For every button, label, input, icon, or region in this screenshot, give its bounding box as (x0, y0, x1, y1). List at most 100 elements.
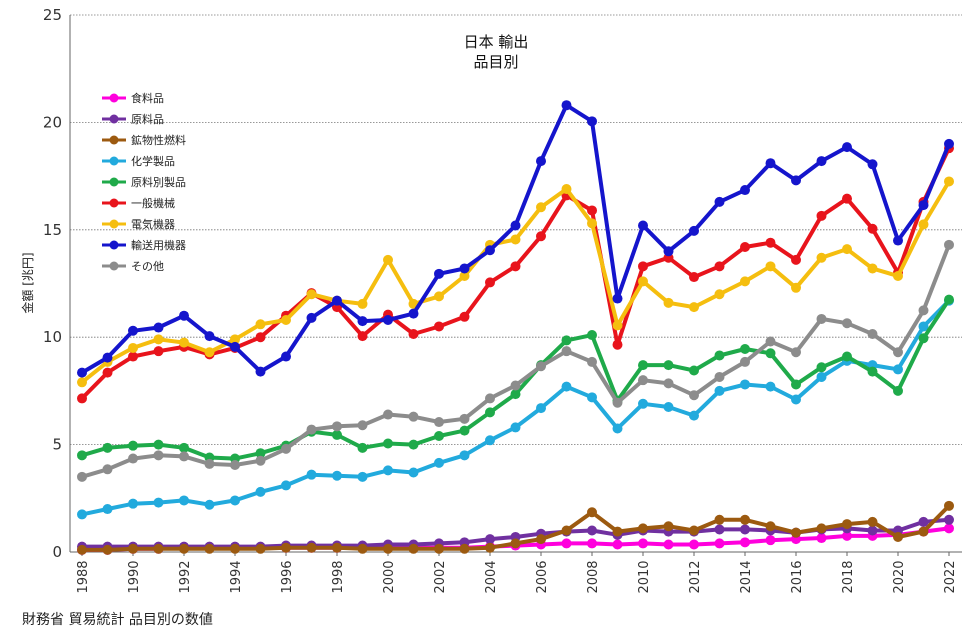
series-line (81, 244, 951, 479)
data-point (332, 542, 342, 553)
data-point (408, 308, 419, 319)
data-point (765, 521, 776, 532)
data-point (459, 450, 470, 461)
x-tick-label: 2014 (739, 560, 754, 593)
x-tick-label: 2012 (688, 560, 703, 593)
legend-item: その他 (102, 260, 164, 273)
data-point (944, 523, 954, 534)
data-point (944, 500, 954, 511)
legend-item: 原料品 (102, 112, 164, 126)
data-point (816, 252, 827, 263)
y-tick-label: 15 (43, 221, 62, 239)
data-point (255, 332, 266, 343)
data-point (459, 543, 470, 554)
data-point (714, 385, 725, 396)
data-point (638, 261, 648, 272)
data-point (510, 380, 521, 391)
data-point (867, 263, 878, 274)
legend-swatch-marker (109, 177, 119, 187)
series-group (77, 100, 954, 555)
series-8 (77, 100, 954, 378)
data-point (408, 543, 419, 554)
data-point (77, 367, 87, 378)
x-tick-label: 1988 (76, 560, 91, 593)
data-point (689, 390, 699, 401)
data-point (867, 328, 878, 339)
data-point (638, 375, 648, 386)
data-point (663, 378, 674, 389)
data-point (714, 261, 725, 272)
data-point (714, 371, 725, 382)
data-point (714, 538, 725, 549)
y-tick-label: 25 (43, 6, 62, 24)
data-point (714, 514, 725, 525)
y-tick-label: 5 (52, 436, 62, 454)
data-point (204, 331, 215, 342)
legend-swatch-marker (109, 135, 119, 145)
chart-title-line1: 日本 輸出 (464, 33, 529, 51)
data-point (740, 276, 750, 287)
x-tick-label: 1992 (178, 560, 193, 593)
data-point (612, 320, 623, 331)
data-point (255, 319, 266, 330)
data-point (459, 263, 470, 274)
legend-item: 食料品 (102, 91, 164, 105)
data-point (663, 402, 674, 413)
data-point (587, 525, 597, 536)
data-point (561, 100, 572, 111)
data-point (485, 277, 495, 288)
legend-item: 電気機器 (102, 217, 175, 231)
data-point (765, 158, 776, 169)
data-point (281, 480, 291, 491)
y-tick-label: 10 (43, 328, 62, 346)
x-tick-label: 1996 (280, 560, 295, 593)
data-point (102, 352, 113, 363)
data-point (179, 495, 189, 506)
data-point (204, 499, 215, 510)
data-point (842, 318, 852, 329)
data-point (230, 495, 240, 506)
data-point (816, 371, 827, 382)
data-point (842, 351, 852, 362)
x-tick-labels: 1988 1990 1992 1994 1996 1998 2000 2002 2004 2006… (76, 552, 958, 594)
chart-title-line2: 品目別 (473, 53, 518, 71)
data-point (561, 538, 572, 549)
data-point (893, 385, 903, 396)
data-point (663, 539, 674, 550)
data-point (587, 392, 597, 403)
legend-item: 一般機械 (102, 196, 175, 210)
data-point (128, 351, 138, 362)
data-point (714, 350, 725, 361)
data-point (638, 220, 648, 231)
data-point (434, 543, 444, 554)
data-point (740, 379, 750, 390)
data-point (408, 467, 419, 478)
data-point (893, 347, 903, 358)
data-point (816, 533, 827, 544)
data-point (485, 245, 495, 256)
data-point (383, 543, 393, 554)
legend-item: 輸送用機器 (102, 238, 186, 252)
data-point (842, 193, 852, 204)
data-point (357, 471, 368, 482)
data-point (485, 393, 495, 404)
data-point (918, 333, 929, 344)
data-point (357, 331, 368, 342)
data-point (510, 389, 521, 400)
data-point (816, 362, 827, 373)
legend-item: 化学製品 (102, 154, 175, 168)
x-tick-label: 2022 (943, 560, 958, 593)
data-point (510, 220, 521, 231)
legend-swatch-marker (109, 156, 119, 166)
data-point (230, 460, 240, 471)
data-point (561, 335, 572, 346)
data-point (102, 442, 113, 453)
x-tick-label: 2010 (637, 560, 652, 593)
data-point (434, 291, 444, 302)
data-point (893, 531, 903, 542)
data-point (714, 196, 725, 207)
data-point (816, 313, 827, 324)
data-point (357, 420, 368, 431)
data-point (740, 344, 750, 355)
